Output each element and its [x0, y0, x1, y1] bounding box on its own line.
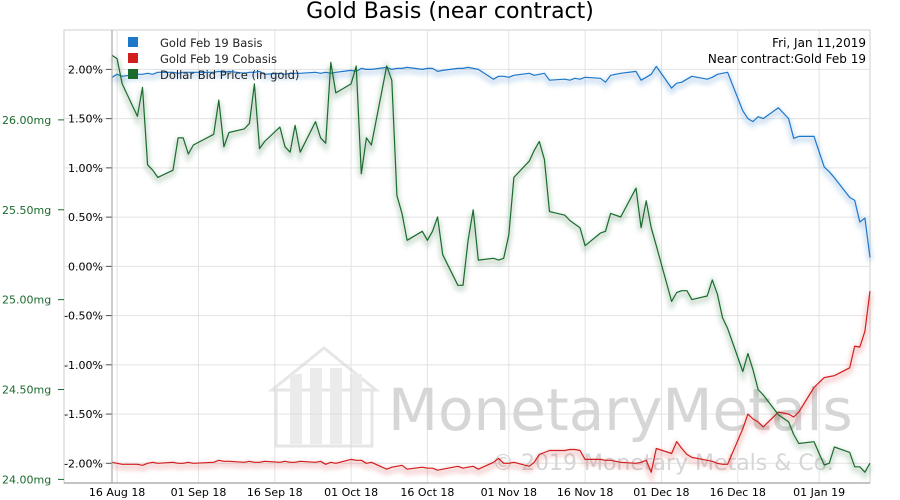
y-left-tick-label: 25.00mg — [2, 294, 51, 307]
y-right-tick-label: -0.50% — [64, 310, 103, 323]
legend-swatch-dollar-bid — [128, 69, 138, 79]
legend-swatch-cobasis — [128, 53, 138, 63]
y-right-tick-label: 1.00% — [68, 162, 103, 175]
axes: 16 Aug 18 01 Sep 18 16 Sep 18 01 Oct 18 16 O… — [2, 30, 870, 499]
series-glow-gold-feb-19-basis — [110, 64, 873, 261]
series-line-gold-feb-19-basis — [111, 65, 871, 258]
date-annotation: Fri, Jan 11,2019 — [772, 36, 866, 50]
legend-label-cobasis: Gold Feb 19 Cobasis — [160, 52, 277, 66]
series-glow-gold-feb-19-cobasis — [111, 293, 873, 484]
x-tick-label: 01 Dec 18 — [633, 486, 689, 499]
y-left-tick-label: 26.00mg — [2, 114, 51, 127]
series-line-dollar-bid-price-in-gold — [111, 54, 871, 473]
x-tick-label: 01 Jan 19 — [793, 486, 845, 499]
legend-item-basis: Gold Feb 19 Basis — [128, 36, 263, 50]
legend-label-dollar-bid: Dollar Bid Price (in gold) — [160, 68, 299, 82]
contract-annotation: Near contract:Gold Feb 19 — [708, 52, 866, 66]
x-tick-label: 16 Nov 18 — [557, 486, 613, 499]
y-right-tick-label: -1.50% — [64, 408, 103, 421]
legend: Gold Feb 19 Basis Gold Feb 19 Cobasis Do… — [128, 36, 299, 82]
x-tick-label: 16 Sep 18 — [247, 486, 303, 499]
legend-item-dollar-bid: Dollar Bid Price (in gold) — [128, 68, 299, 82]
monetary-metals-logo-icon — [267, 346, 381, 448]
y-left-tick-label: 24.00mg — [2, 473, 51, 486]
x-tick-label: 01 Nov 18 — [481, 486, 537, 499]
plot-area — [110, 54, 873, 484]
watermark-brand: MonetaryMetals — [388, 376, 853, 444]
x-tick-label: 16 Oct 18 — [400, 486, 454, 499]
chart-title: Gold Basis (near contract) — [306, 0, 594, 24]
watermark: MonetaryMetals © 2019 Monetary Metals & … — [267, 346, 853, 476]
x-tick-label: 01 Sep 18 — [171, 486, 227, 499]
y-left-tick-label: 24.50mg — [2, 384, 51, 397]
legend-label-basis: Gold Feb 19 Basis — [160, 36, 263, 50]
legend-item-cobasis: Gold Feb 19 Cobasis — [128, 52, 277, 66]
y-right-tick-label: 0.50% — [68, 211, 103, 224]
x-tick-label: 01 Oct 18 — [324, 486, 378, 499]
y-right-tick-label: 2.00% — [68, 63, 103, 76]
y-right-tick-label: 0.00% — [68, 260, 103, 273]
legend-swatch-basis — [128, 37, 138, 47]
x-tick-label: 16 Aug 18 — [89, 486, 145, 499]
y-right-tick-label: -2.00% — [64, 457, 103, 470]
series-glow-dollar-bid-price-in-gold — [110, 56, 873, 480]
y-right-tick-label: 1.50% — [68, 113, 103, 126]
x-tick-label: 16 Dec 18 — [710, 486, 766, 499]
y-right-tick-label: -1.00% — [64, 359, 103, 372]
y-left-tick-label: 25.50mg — [2, 204, 51, 217]
series-line-gold-feb-19-cobasis — [111, 290, 871, 473]
